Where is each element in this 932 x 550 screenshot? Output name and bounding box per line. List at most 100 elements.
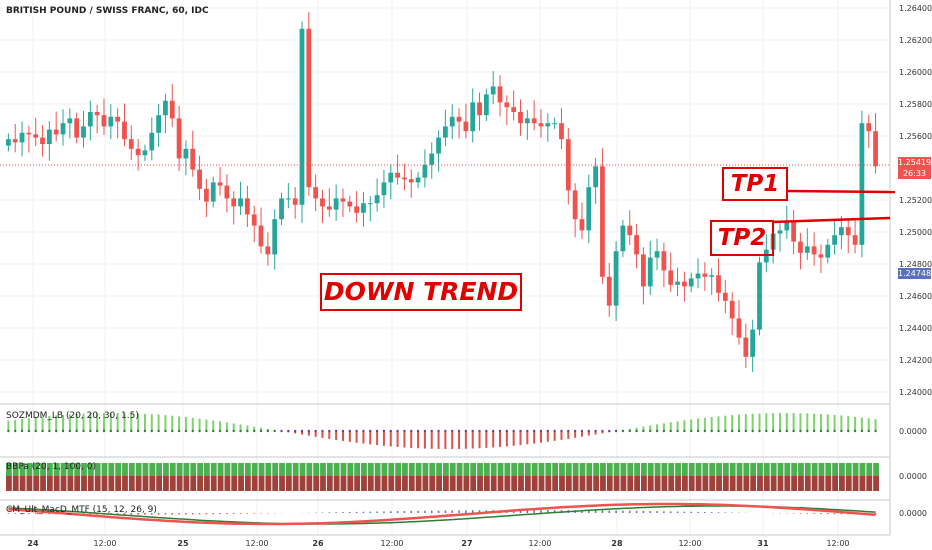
bbp-up-bar — [210, 463, 217, 476]
candle-body — [12, 139, 18, 143]
soz-dot — [253, 429, 256, 433]
candle-body — [299, 28, 305, 205]
bbp-down-bar — [804, 476, 811, 491]
bbp-up-bar — [320, 463, 326, 476]
soz-dot — [314, 429, 317, 433]
bbp-up-bar — [852, 463, 859, 476]
bbp-up-bar — [26, 463, 33, 476]
bbp-down-bar — [784, 476, 791, 491]
bbp-up-bar — [94, 463, 101, 476]
candle-body — [798, 241, 803, 253]
bbp-down-bar — [94, 476, 101, 491]
soz-dot — [771, 429, 775, 433]
soz-dot — [765, 429, 768, 433]
candle-body — [811, 246, 817, 255]
bbp-down-bar — [497, 476, 504, 491]
soz-dot — [273, 429, 276, 433]
soz-dot — [75, 429, 78, 433]
soz-dot — [635, 429, 638, 433]
soz-dot — [136, 429, 140, 433]
bbp-down-bar — [408, 476, 415, 491]
candle-body — [456, 116, 462, 122]
candle-body — [477, 102, 482, 116]
soz-dot — [293, 429, 297, 433]
price-tick-label: 1.25200 — [899, 196, 932, 205]
bbp-up-bar — [729, 463, 736, 476]
candle-body — [531, 118, 537, 124]
price-tick-label: 1.24000 — [899, 388, 932, 397]
soz-dot — [403, 429, 406, 433]
bbp-down-bar — [504, 476, 511, 491]
soz-dot — [14, 429, 17, 433]
bbp-up-bar — [402, 463, 408, 476]
bbp-down-bar — [736, 476, 743, 491]
bbp-up-bar — [313, 463, 320, 476]
soz-dot — [232, 429, 235, 433]
bbp-up-bar — [859, 463, 866, 476]
time-tick-label: 24 — [27, 539, 39, 548]
candle-body — [40, 137, 45, 144]
candle-body — [142, 150, 148, 156]
bbp-label: BBPa (20, 1, 100, 0) — [6, 462, 97, 472]
candle-body — [354, 206, 360, 213]
bbp-up-bar — [722, 463, 729, 476]
bbp-up-bar — [231, 463, 238, 476]
soz-dot — [68, 429, 72, 433]
bbp-up-bar — [60, 463, 67, 476]
bbp-up-bar — [292, 463, 299, 476]
bbp-up-bar — [552, 463, 559, 476]
bbp-down-bar — [825, 476, 832, 491]
candle-body — [866, 123, 872, 132]
soz-dot — [840, 429, 843, 433]
candle-body — [483, 94, 489, 116]
bbp-up-bar — [388, 463, 395, 476]
candle-body — [647, 257, 653, 287]
bbp-down-bar — [40, 476, 46, 491]
bbp-down-bar — [722, 476, 729, 491]
soz-dot — [95, 429, 99, 433]
candle-body — [285, 198, 291, 200]
bbp-down-bar — [149, 476, 156, 491]
macd-panel — [7, 502, 877, 526]
candle-body — [197, 169, 202, 189]
bbp-up-bar — [606, 463, 613, 476]
time-tick-label: 27 — [461, 539, 472, 548]
candle-body — [620, 225, 626, 252]
bbp-down-bar — [422, 476, 429, 491]
candle-body — [688, 278, 694, 287]
soz-dot — [177, 429, 181, 433]
bbp-down-bar — [531, 476, 538, 491]
bbp-down-bar — [443, 476, 449, 491]
candle-body — [736, 318, 742, 338]
bbp-histogram — [6, 463, 879, 491]
bbp-down-bar — [524, 476, 531, 491]
soz-dot — [437, 429, 440, 433]
bbp-down-bar — [606, 476, 613, 491]
bbp-up-bar — [306, 463, 313, 476]
bbp-up-bar — [798, 463, 804, 476]
bbp-down-bar — [456, 476, 463, 491]
time-axis: 24 12:00 25 12:00 26 12:00 27 12:00 28 12:00 31 12:… — [27, 539, 849, 548]
soz-dot — [621, 429, 625, 433]
bbp-down-bar — [681, 476, 688, 491]
candle-body — [552, 123, 558, 125]
soz-dot — [20, 429, 24, 433]
zero-tick-label: 0.0000 — [899, 472, 927, 481]
candle-body — [613, 251, 619, 306]
soz-dot — [730, 429, 734, 433]
bbp-up-bar — [285, 463, 292, 476]
bbp-down-bar — [238, 476, 244, 491]
bbp-up-bar — [483, 463, 490, 476]
soz-dot — [430, 429, 433, 433]
bbp-down-bar — [163, 476, 169, 491]
bbp-up-bar — [251, 463, 258, 476]
bbp-down-bar — [449, 476, 456, 491]
bbp-up-bar — [265, 463, 272, 476]
candle-body — [306, 28, 312, 188]
candle-body — [53, 129, 59, 135]
bbp-down-bar — [647, 476, 654, 491]
price-tick-label: 1.24600 — [899, 292, 932, 301]
bbp-down-bar — [279, 476, 285, 491]
bbp-down-bar — [142, 476, 149, 491]
candle-body — [122, 121, 127, 140]
